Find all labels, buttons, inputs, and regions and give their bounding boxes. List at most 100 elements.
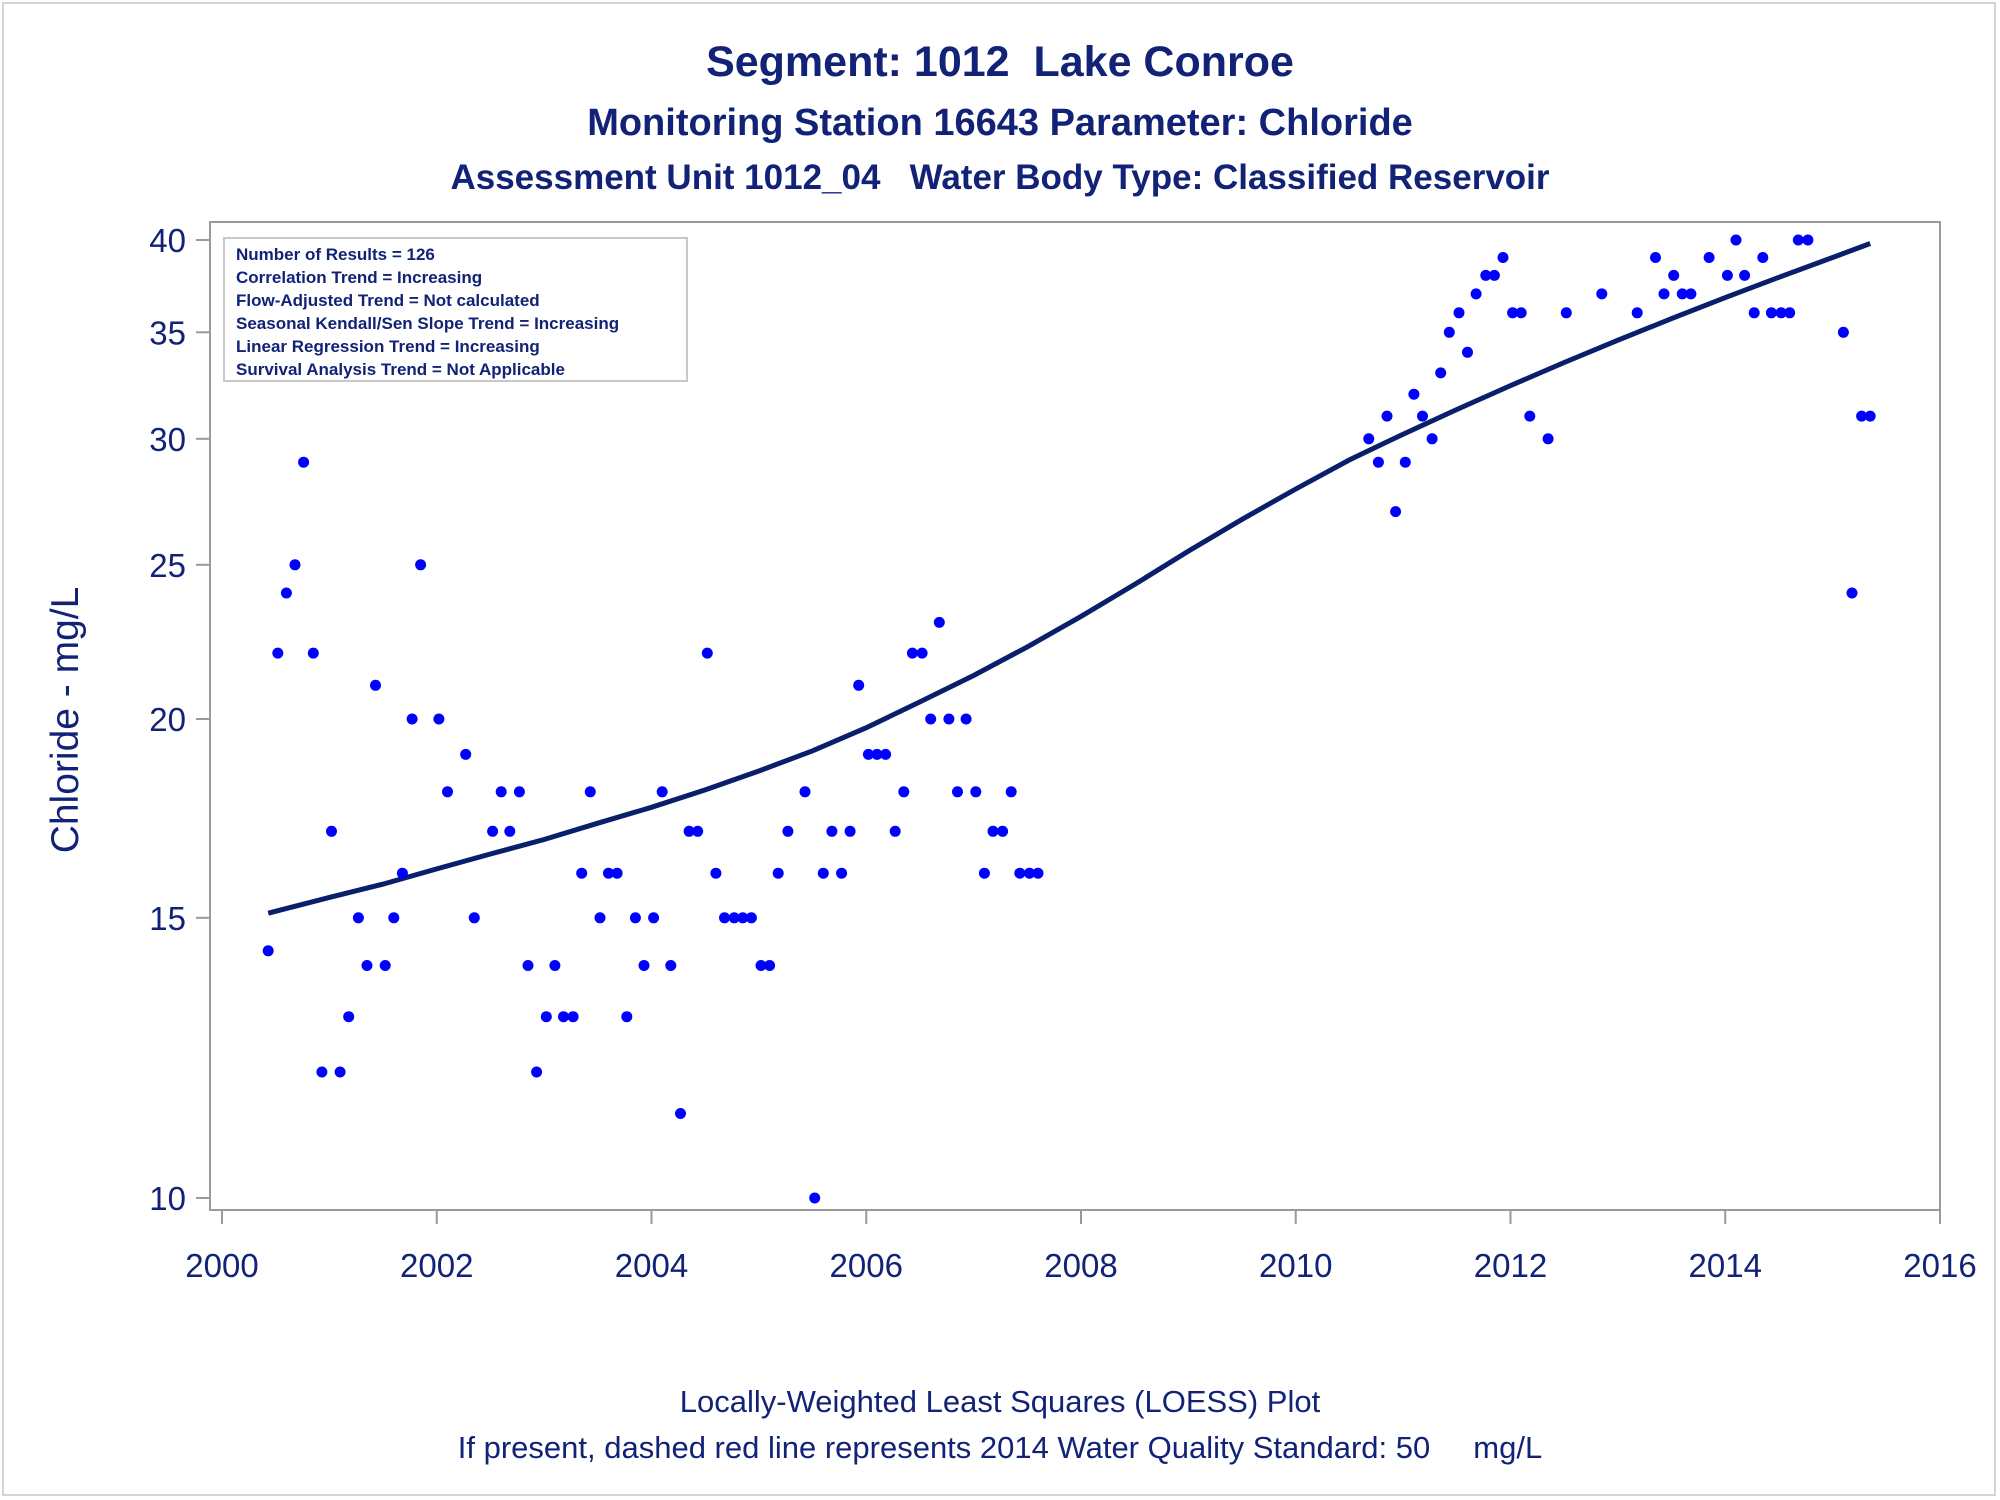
data-point (611, 867, 623, 879)
data-point (1005, 786, 1017, 798)
data-point (558, 1011, 569, 1023)
data-point (1658, 288, 1670, 300)
data-point (755, 960, 767, 971)
data-point (889, 825, 901, 837)
data-point (987, 825, 999, 837)
x-tick-label: 2016 (1903, 1247, 1976, 1284)
data-point (772, 867, 784, 879)
data-point (262, 945, 274, 957)
data-point (1650, 252, 1661, 263)
data-point (1739, 269, 1751, 281)
data-point (1399, 456, 1411, 468)
data-point (1408, 388, 1420, 400)
data-point (1488, 269, 1500, 281)
data-point (1721, 269, 1733, 281)
data-point (460, 748, 472, 760)
x-tick-label: 2004 (615, 1247, 688, 1284)
data-point (880, 748, 892, 760)
plot-area (209, 221, 1941, 1211)
data-point (844, 825, 856, 837)
data-point (388, 912, 400, 924)
data-point (522, 960, 534, 971)
data-point (817, 867, 829, 879)
data-point (683, 825, 695, 837)
stats-line: Flow-Adjusted Trend = Not calculated (236, 291, 540, 310)
x-tick-label: 2000 (185, 1247, 258, 1284)
data-point (1381, 410, 1393, 422)
data-point (692, 825, 704, 837)
data-point (1014, 867, 1026, 879)
data-point (933, 616, 945, 628)
loess-line (267, 241, 1872, 916)
data-point (1497, 252, 1509, 263)
data-point (782, 825, 794, 837)
data-point (1837, 326, 1849, 338)
data-point (1856, 410, 1868, 422)
data-point (925, 713, 937, 725)
y-tick-label: 20 (149, 701, 186, 738)
stats-line: Correlation Trend = Increasing (236, 268, 482, 287)
data-point (415, 559, 427, 571)
x-tick-label: 2006 (830, 1247, 903, 1284)
stats-box-frame (223, 237, 688, 382)
footnote-standard: If present, dashed red line represents 2… (457, 1430, 1543, 1465)
data-point (1417, 410, 1428, 422)
data-point (1775, 307, 1787, 319)
data-point (603, 867, 614, 879)
data-point (1792, 234, 1804, 246)
data-point (916, 647, 928, 659)
data-point (1453, 307, 1465, 319)
data-point (1426, 433, 1438, 445)
data-point (809, 1192, 821, 1204)
y-axis: 10 15 20 25 30 35 40 (149, 222, 210, 1217)
data-point (1390, 506, 1402, 518)
data-point (710, 867, 722, 879)
data-point (719, 912, 730, 924)
data-point (370, 679, 381, 691)
data-point (906, 647, 918, 659)
data-point (997, 825, 1009, 837)
data-point (1507, 307, 1519, 319)
y-tick-label: 15 (149, 900, 186, 937)
data-point (648, 912, 660, 924)
data-point (280, 587, 292, 599)
data-point (745, 912, 757, 924)
data-point (853, 679, 865, 691)
data-point (1470, 288, 1482, 300)
data-point (1730, 234, 1742, 246)
data-point (871, 748, 883, 760)
data-point (549, 960, 561, 971)
data-point (361, 960, 373, 971)
chart-subtitle-2: Assessment Unit 1012_04 Water Body Type:… (450, 158, 1550, 197)
data-point (594, 912, 606, 924)
data-point (1435, 367, 1447, 379)
y-tick-label: 25 (149, 547, 186, 584)
x-tick-label: 2014 (1689, 1247, 1762, 1284)
data-point (952, 786, 963, 798)
data-point (343, 1011, 355, 1023)
data-point (978, 867, 990, 879)
x-tick-label: 2010 (1259, 1247, 1332, 1284)
data-point (576, 867, 588, 879)
chart-subtitle: Monitoring Station 16643 Parameter: Chlo… (587, 102, 1413, 144)
data-point (584, 786, 596, 798)
data-point (272, 647, 284, 659)
data-points (262, 234, 1876, 1204)
data-point (1462, 346, 1473, 358)
data-point (799, 786, 811, 798)
data-point (540, 1011, 552, 1023)
data-point (1846, 587, 1858, 599)
data-point (487, 825, 499, 837)
data-point (1631, 307, 1643, 319)
data-point (638, 960, 650, 971)
data-point (970, 786, 982, 798)
data-point (531, 1066, 543, 1078)
data-point (1443, 326, 1455, 338)
data-point (1372, 456, 1384, 468)
data-point (836, 867, 848, 879)
data-point (737, 912, 749, 924)
x-tick-label: 2012 (1474, 1247, 1547, 1284)
data-point (504, 825, 516, 837)
data-point (764, 960, 776, 971)
data-point (1765, 307, 1777, 319)
